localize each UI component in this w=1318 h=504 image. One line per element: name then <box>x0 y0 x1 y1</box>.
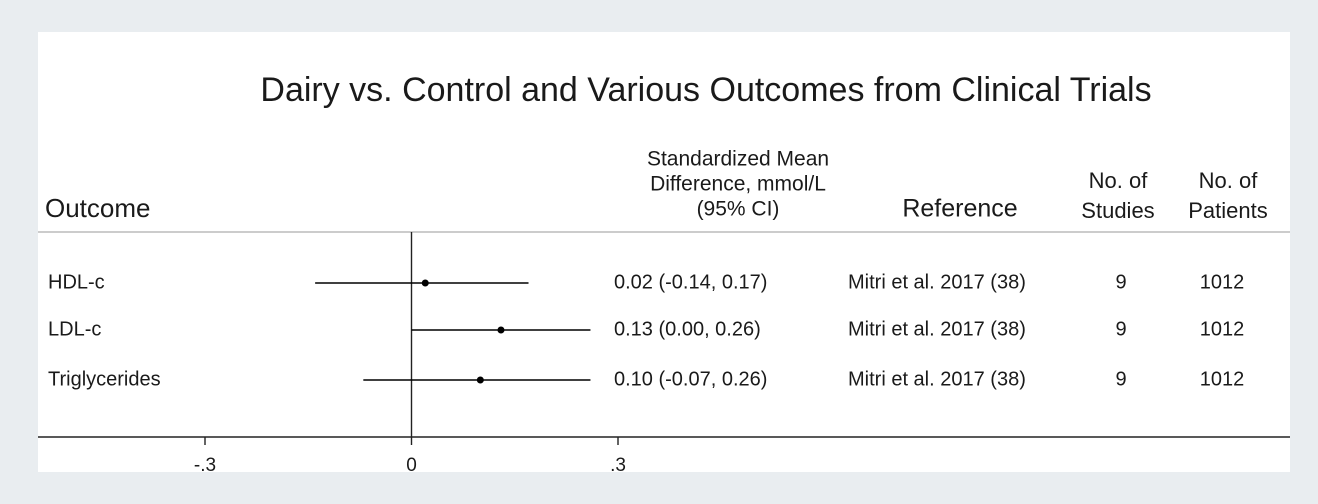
column-header: No. of <box>1089 168 1149 193</box>
value-label: 0.10 (-0.07, 0.26) <box>614 368 767 390</box>
column-header: Standardized Mean <box>647 148 829 171</box>
studies: 9 <box>1115 271 1126 293</box>
point-estimate <box>421 279 429 287</box>
value-label: 0.02 (-0.14, 0.17) <box>614 271 767 293</box>
patients: 1012 <box>1200 318 1245 340</box>
column-header: Reference <box>902 195 1017 223</box>
point-estimate <box>497 326 505 334</box>
x-tick-label: -.3 <box>194 455 216 476</box>
row-label: Triglycerides <box>48 368 161 390</box>
x-tick-label: 0 <box>406 455 417 476</box>
chart-title: Dairy vs. Control and Various Outcomes f… <box>260 71 1151 109</box>
reference: Mitri et al. 2017 (38) <box>848 271 1026 293</box>
column-header: Outcome <box>45 193 151 223</box>
patients: 1012 <box>1200 271 1245 293</box>
value-label: 0.13 (0.00, 0.26) <box>614 318 761 340</box>
x-tick-label: .3 <box>610 455 626 476</box>
row-label: LDL-c <box>48 318 101 340</box>
reference: Mitri et al. 2017 (38) <box>848 368 1026 390</box>
studies: 9 <box>1115 318 1126 340</box>
studies: 9 <box>1115 368 1126 390</box>
column-header: Patients <box>1188 198 1268 223</box>
row-label: HDL-c <box>48 271 105 293</box>
panel <box>38 32 1290 472</box>
reference: Mitri et al. 2017 (38) <box>848 318 1026 340</box>
column-header: (95% CI) <box>697 198 780 221</box>
patients: 1012 <box>1200 368 1245 390</box>
point-estimate <box>476 376 484 384</box>
column-header: Difference, mmol/L <box>650 173 826 196</box>
column-header: Studies <box>1081 198 1154 223</box>
column-header: No. of <box>1199 168 1259 193</box>
